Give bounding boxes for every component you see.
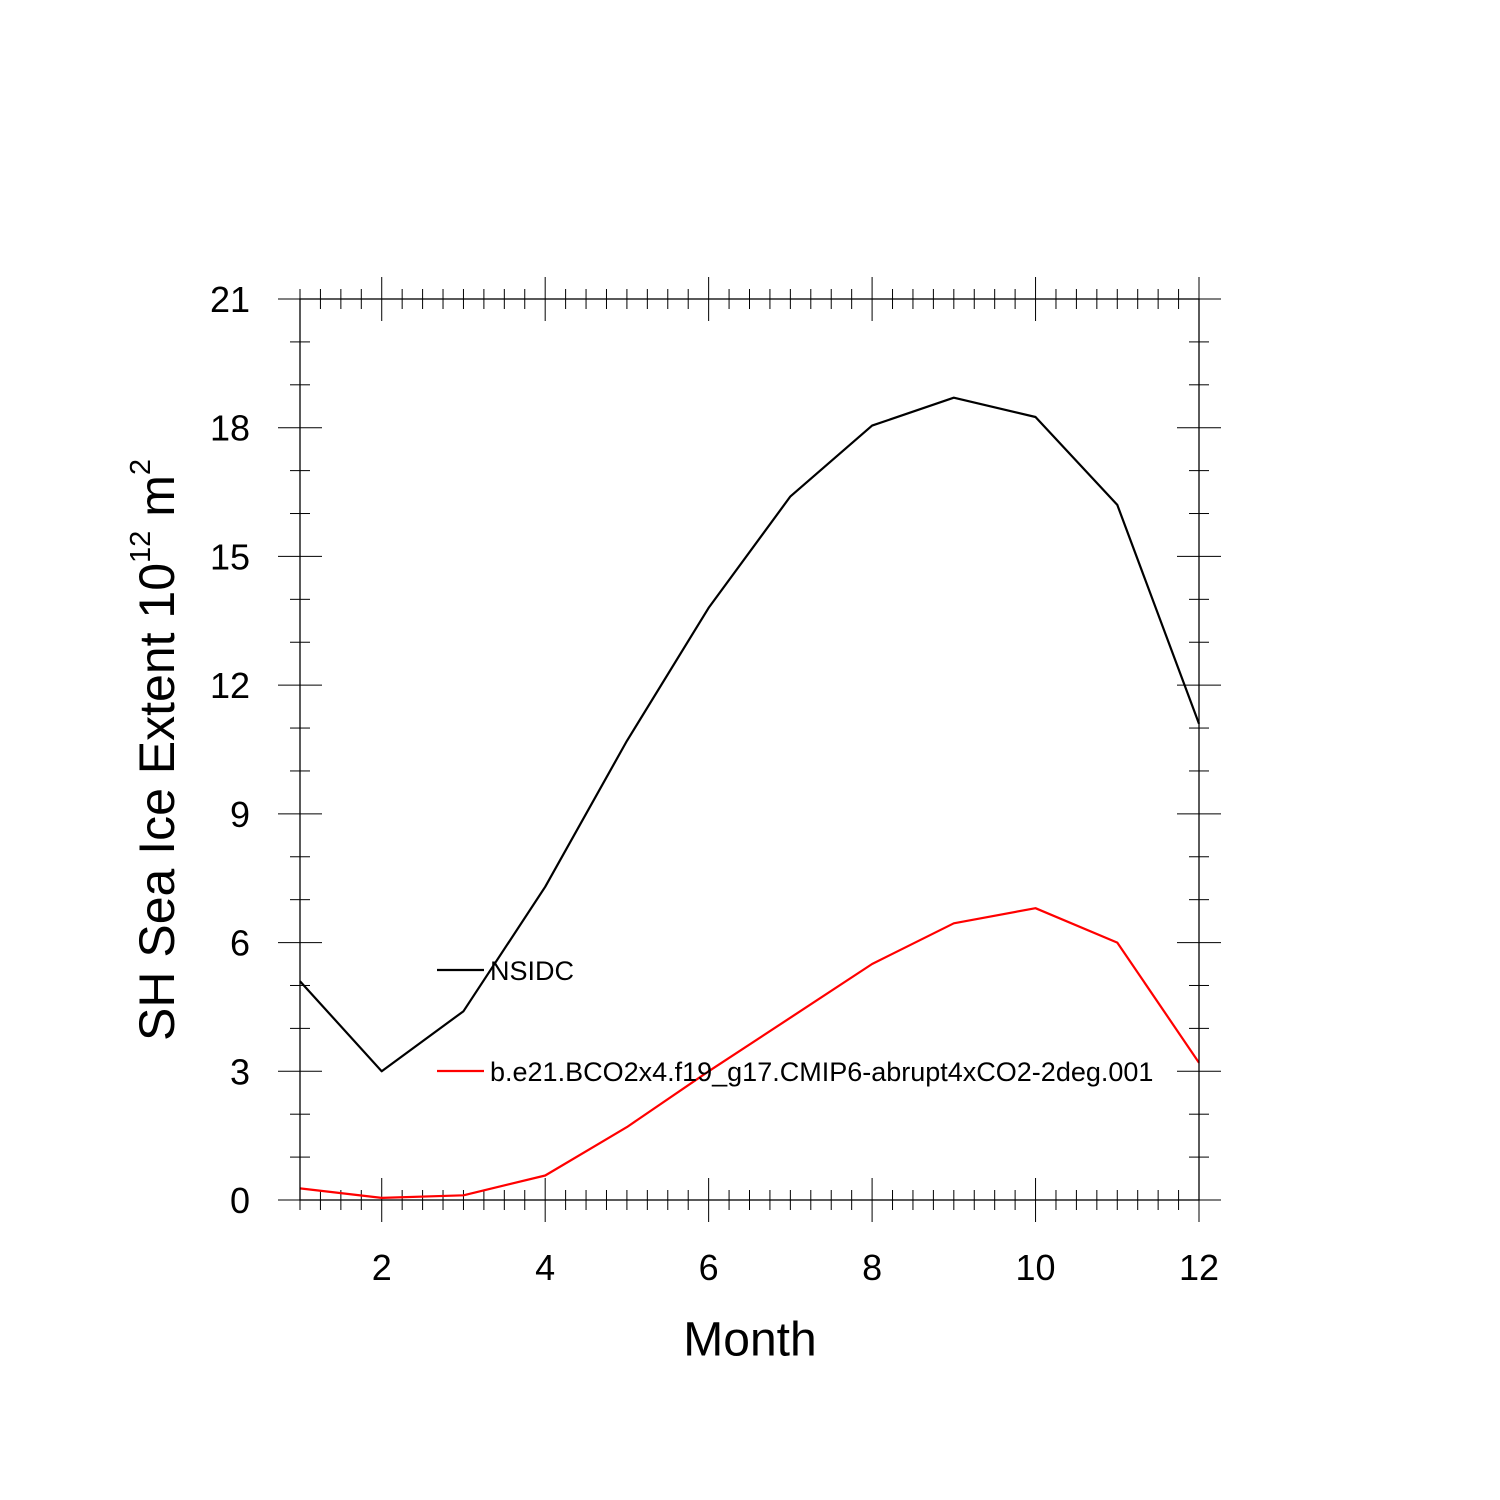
x-tick-label: 10 <box>1016 1247 1056 1288</box>
y-tick-label: 6 <box>230 923 250 964</box>
x-tick-label: 8 <box>862 1247 882 1288</box>
legend-label-2: b.e21.BCO2x4.f19_g17.CMIP6-abrupt4xCO2-2… <box>490 1057 1153 1087</box>
y-tick-label: 18 <box>210 408 250 449</box>
y-tick-label: 3 <box>230 1051 250 1092</box>
series-lines <box>299 396 1201 1200</box>
y-axis-title-exponent: 12 <box>125 530 157 563</box>
y-tick-label: 15 <box>210 536 250 577</box>
legend-label-1: NSIDC <box>490 956 574 986</box>
y-tick-label: 0 <box>230 1180 250 1221</box>
y-axis-title-text: SH Sea Ice Extent 10 <box>129 562 185 1042</box>
y-axis-title-unit-exponent: 2 <box>125 458 157 476</box>
x-axis-title: Month <box>683 1313 817 1367</box>
y-tick-label: 9 <box>230 794 250 835</box>
y-axis-title: SH Sea Ice Extent 1012 m2 <box>125 458 186 1042</box>
y-tick-label: 12 <box>210 665 250 706</box>
series-line-2 <box>299 907 1200 1200</box>
x-tick-label: 6 <box>699 1247 719 1288</box>
series-line-1 <box>299 396 1201 1073</box>
plot-frame <box>299 298 1200 1201</box>
y-tick-label: 21 <box>210 279 250 320</box>
tick-labels: 2 4 6 8 10 12 0 3 6 9 12 15 18 21 <box>210 279 1219 1288</box>
x-tick-label: 12 <box>1179 1247 1219 1288</box>
y-axis-title-unit: m <box>129 475 185 531</box>
legend: NSIDC b.e21.BCO2x4.f19_g17.CMIP6-abrupt4x… <box>437 956 1153 1087</box>
x-tick-label: 2 <box>372 1247 392 1288</box>
x-tick-label: 4 <box>535 1247 555 1288</box>
